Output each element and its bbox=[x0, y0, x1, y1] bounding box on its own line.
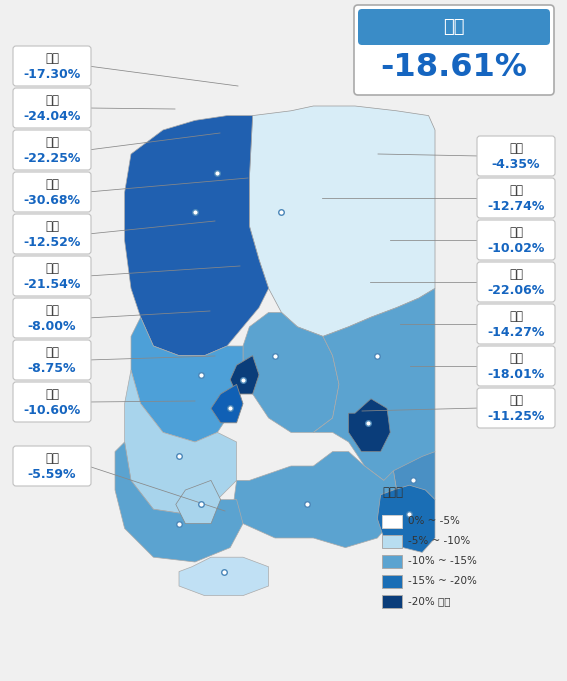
FancyBboxPatch shape bbox=[477, 178, 555, 218]
Text: -14.27%: -14.27% bbox=[487, 326, 545, 338]
Text: -12.74%: -12.74% bbox=[487, 200, 545, 212]
FancyBboxPatch shape bbox=[13, 298, 91, 338]
Text: 울산: 울산 bbox=[509, 311, 523, 323]
Text: -18.01%: -18.01% bbox=[488, 368, 545, 381]
Polygon shape bbox=[211, 384, 243, 423]
Polygon shape bbox=[230, 355, 259, 394]
Text: 세종: 세종 bbox=[45, 178, 59, 191]
Text: 서울: 서울 bbox=[45, 52, 59, 65]
Text: -8.00%: -8.00% bbox=[28, 319, 76, 332]
Polygon shape bbox=[115, 442, 243, 562]
Polygon shape bbox=[393, 452, 435, 514]
Text: 전남: 전남 bbox=[45, 388, 59, 402]
Text: 경남: 경남 bbox=[509, 394, 523, 407]
Text: -10.60%: -10.60% bbox=[23, 404, 81, 417]
FancyBboxPatch shape bbox=[13, 256, 91, 296]
Text: -22.06%: -22.06% bbox=[488, 283, 545, 296]
FancyBboxPatch shape bbox=[13, 46, 91, 86]
Polygon shape bbox=[234, 452, 396, 548]
FancyBboxPatch shape bbox=[382, 595, 402, 608]
Text: 경북: 경북 bbox=[509, 227, 523, 240]
Text: 전북: 전북 bbox=[45, 304, 59, 317]
Text: 부산: 부산 bbox=[509, 353, 523, 366]
FancyBboxPatch shape bbox=[477, 262, 555, 302]
Polygon shape bbox=[314, 288, 435, 480]
FancyBboxPatch shape bbox=[13, 214, 91, 254]
Polygon shape bbox=[349, 399, 390, 452]
Text: 대구: 대구 bbox=[509, 268, 523, 281]
Text: 광주: 광주 bbox=[45, 347, 59, 360]
FancyBboxPatch shape bbox=[13, 340, 91, 380]
Text: -18.61%: -18.61% bbox=[380, 52, 527, 84]
Polygon shape bbox=[249, 106, 435, 336]
FancyBboxPatch shape bbox=[477, 388, 555, 428]
FancyBboxPatch shape bbox=[477, 304, 555, 344]
Polygon shape bbox=[125, 370, 236, 514]
Text: 강원: 강원 bbox=[509, 142, 523, 155]
Polygon shape bbox=[243, 313, 339, 432]
FancyBboxPatch shape bbox=[382, 515, 402, 528]
Polygon shape bbox=[125, 116, 269, 355]
Text: 인천: 인천 bbox=[45, 95, 59, 108]
Text: -8.75%: -8.75% bbox=[28, 362, 76, 375]
Text: 0% ~ -5%: 0% ~ -5% bbox=[408, 516, 460, 526]
Text: -4.35%: -4.35% bbox=[492, 157, 540, 170]
Polygon shape bbox=[176, 480, 221, 524]
Text: 전국: 전국 bbox=[443, 18, 465, 36]
FancyBboxPatch shape bbox=[358, 9, 550, 45]
Text: 충북: 충북 bbox=[509, 185, 523, 197]
Text: 경기: 경기 bbox=[45, 136, 59, 150]
Text: -5.59%: -5.59% bbox=[28, 467, 76, 481]
Text: 변동률: 변동률 bbox=[382, 486, 403, 499]
FancyBboxPatch shape bbox=[382, 555, 402, 568]
Text: 대전: 대전 bbox=[45, 262, 59, 276]
Text: -30.68%: -30.68% bbox=[23, 193, 81, 206]
Text: -12.52%: -12.52% bbox=[23, 236, 81, 249]
FancyBboxPatch shape bbox=[354, 5, 554, 95]
FancyBboxPatch shape bbox=[13, 130, 91, 170]
FancyBboxPatch shape bbox=[13, 446, 91, 486]
FancyBboxPatch shape bbox=[477, 346, 555, 386]
FancyBboxPatch shape bbox=[13, 172, 91, 212]
FancyBboxPatch shape bbox=[477, 220, 555, 260]
Text: -10.02%: -10.02% bbox=[487, 242, 545, 255]
Polygon shape bbox=[378, 485, 435, 552]
Text: -11.25%: -11.25% bbox=[487, 409, 545, 422]
FancyBboxPatch shape bbox=[13, 382, 91, 422]
Text: -15% ~ -20%: -15% ~ -20% bbox=[408, 576, 477, 586]
Text: -10% ~ -15%: -10% ~ -15% bbox=[408, 556, 477, 566]
FancyBboxPatch shape bbox=[13, 88, 91, 128]
Polygon shape bbox=[131, 317, 243, 442]
Text: 제주: 제주 bbox=[45, 452, 59, 466]
Text: -22.25%: -22.25% bbox=[23, 151, 81, 165]
FancyBboxPatch shape bbox=[382, 575, 402, 588]
Text: -5% ~ -10%: -5% ~ -10% bbox=[408, 536, 470, 546]
Text: -17.30%: -17.30% bbox=[23, 67, 81, 80]
Text: -21.54%: -21.54% bbox=[23, 277, 81, 291]
FancyBboxPatch shape bbox=[382, 535, 402, 548]
Text: 충남: 충남 bbox=[45, 221, 59, 234]
Text: -20% 이하: -20% 이하 bbox=[408, 596, 451, 606]
FancyBboxPatch shape bbox=[477, 136, 555, 176]
Text: -24.04%: -24.04% bbox=[23, 110, 81, 123]
Polygon shape bbox=[179, 557, 269, 596]
